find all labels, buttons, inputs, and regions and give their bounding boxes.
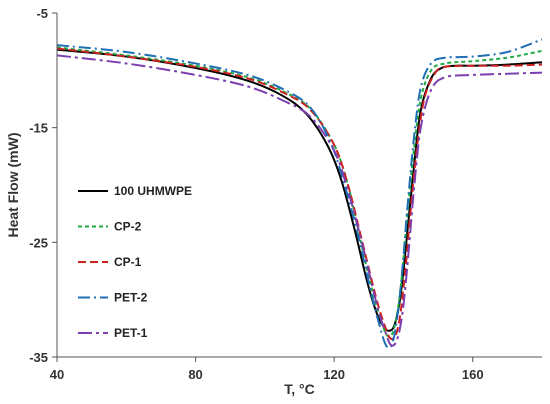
axes-layer [56, 13, 542, 358]
tick-layer: 40 80 120 160 -5 -15 -25 -35 [29, 6, 483, 382]
y-tick-label: -35 [29, 350, 48, 365]
x-tick-label: 160 [462, 367, 484, 382]
x-axis-title: T, °C [284, 381, 315, 397]
series-line-2 [56, 47, 543, 341]
x-tick-label: 120 [323, 367, 345, 382]
legend-label-1: CP-2 [114, 220, 142, 234]
y-axis-title: Heat Flow (mW) [5, 133, 21, 238]
series-line-4 [56, 54, 543, 347]
y-tick-label: -15 [29, 121, 48, 136]
x-tick-label: 40 [50, 367, 64, 382]
y-tick-label: -25 [29, 235, 48, 250]
x-tick-label: 80 [188, 367, 202, 382]
y-tick-label: -5 [36, 6, 48, 21]
legend-label-2: CP-1 [114, 255, 142, 269]
legend-label-4: PET-1 [114, 326, 148, 340]
series-layer [56, 38, 543, 350]
legend-label-0: 100 UHMWPE [114, 184, 192, 198]
legend-label-3: PET-2 [114, 291, 148, 305]
legend: 100 UHMWPE CP-2 CP-1 PET-2 PET-1 [78, 184, 192, 340]
series-line-3 [56, 38, 543, 350]
